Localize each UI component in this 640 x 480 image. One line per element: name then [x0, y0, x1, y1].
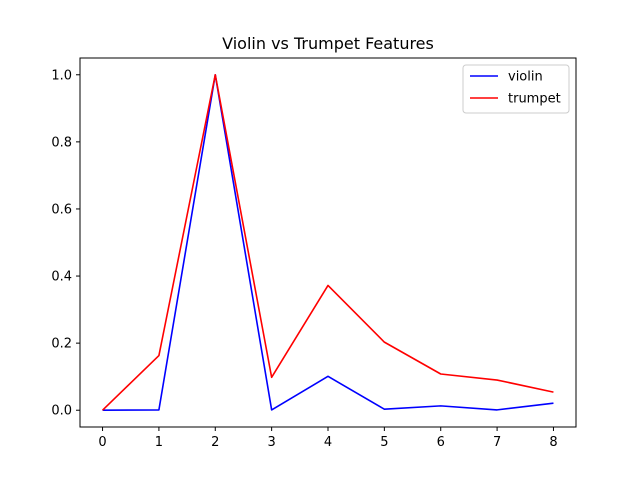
chart-title: Violin vs Trumpet Features: [222, 34, 434, 53]
y-axis: 0.0 0.2 0.4 0.6 0.8 1.0: [51, 68, 80, 419]
series-line-trumpet: [101, 73, 554, 411]
y-tick-label: 0.6: [51, 202, 72, 217]
x-tick-label: 1: [155, 435, 163, 450]
legend: violin trumpet: [462, 64, 570, 114]
plot-lines: [101, 73, 554, 412]
x-tick-label: 3: [267, 435, 275, 450]
y-tick-label: 1.0: [51, 68, 72, 83]
x-tick-label: 0: [98, 435, 106, 450]
x-tick-label: 8: [549, 435, 557, 450]
x-tick-label: 5: [380, 435, 388, 450]
y-tick-label: 0.4: [51, 270, 72, 285]
x-tick-label: 4: [324, 435, 332, 450]
legend-label-trumpet: trumpet: [508, 92, 561, 107]
x-tick-label: 7: [493, 435, 501, 450]
y-tick-label: 0.0: [51, 404, 72, 419]
y-tick-label: 0.2: [51, 337, 72, 352]
x-tick-label: 6: [437, 435, 445, 450]
legend-box: [462, 64, 570, 114]
series-line-violin: [102, 73, 554, 412]
x-axis: 0 1 2 3 4 5 6 7 8: [98, 427, 558, 450]
x-tick-label: 2: [211, 435, 219, 450]
legend-label-violin: violin: [508, 70, 543, 85]
y-tick-label: 0.8: [51, 135, 72, 150]
